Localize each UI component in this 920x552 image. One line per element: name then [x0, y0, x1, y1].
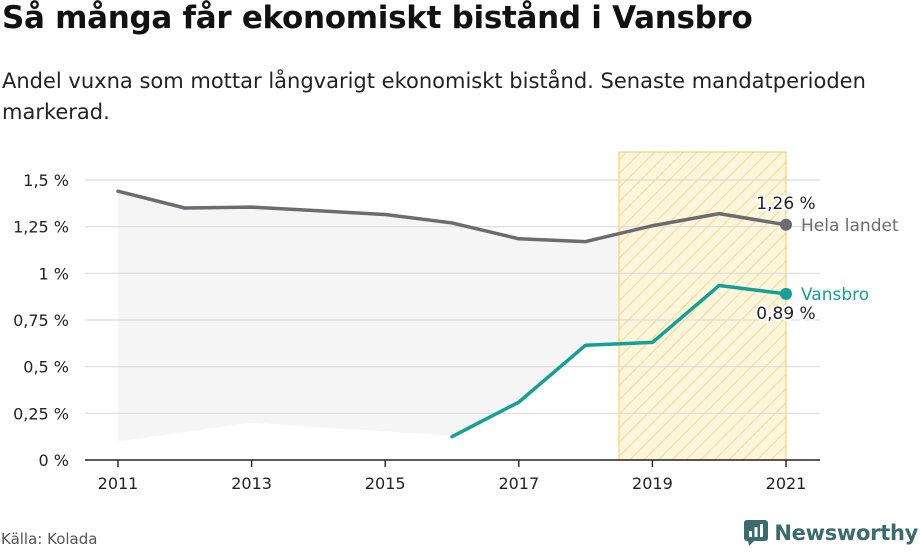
chart-title: Så många får ekonomiskt bistånd i Vansbr… — [2, 0, 753, 36]
mandate-period-highlight — [618, 151, 787, 461]
y-tick-label: 1 % — [39, 264, 69, 283]
y-tick-label: 0,25 % — [13, 404, 69, 423]
x-tick-label: 2017 — [498, 474, 539, 493]
logo-text: Newsworthy — [774, 521, 918, 545]
y-tick-label: 1,5 % — [23, 171, 69, 190]
series-line-municipality — [450, 283, 788, 439]
newsworthy-logo: Newsworthy — [744, 520, 918, 546]
highlight-layer — [618, 151, 787, 461]
range-band — [118, 191, 452, 442]
y-tick-label: 0,75 % — [13, 311, 69, 330]
series-end-value-label: 1,26 % — [756, 194, 815, 214]
x-tick-label: 2013 — [231, 474, 272, 493]
series-end-value-label: 0,89 % — [756, 304, 815, 324]
series-layer — [116, 189, 792, 439]
newsworthy-logo-icon — [744, 520, 769, 546]
x-tick-label: 2019 — [632, 474, 673, 493]
series-name-label: Vansbro — [801, 285, 869, 305]
series-endpoint-municipality — [780, 287, 792, 300]
x-tick-label: 2015 — [365, 474, 406, 493]
series-endpoint-national — [780, 218, 792, 231]
y-tick-label: 0 % — [39, 451, 69, 470]
x-tick-label: 2011 — [98, 474, 139, 493]
x-axis-layer: 2011 2013 2015 2017 2019 2021 — [85, 459, 820, 493]
grid-layer: 0 % 0,25 % 0,5 % 0,75 % 1 % 1,25 % 1,5 % — [13, 171, 820, 470]
chart-subtitle: Andel vuxna som mottar långvarigt ekonom… — [2, 69, 866, 124]
y-tick-label: 1,25 % — [13, 218, 69, 237]
y-tick-label: 0,5 % — [23, 358, 69, 377]
source-note: Källa: Kolada — [1, 530, 98, 548]
x-tick-label: 2021 — [766, 474, 807, 493]
series-name-label: Hela landet — [801, 216, 899, 236]
series-line-national — [116, 189, 788, 244]
